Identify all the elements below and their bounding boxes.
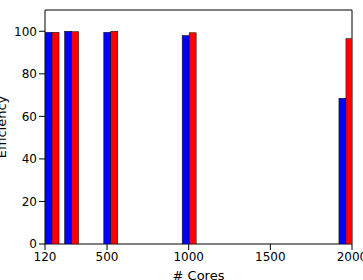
svg-text:2000: 2000	[337, 250, 355, 264]
svg-text:20: 20	[22, 195, 37, 209]
svg-text:1000: 1000	[173, 250, 204, 264]
svg-text:120: 120	[34, 250, 57, 264]
svg-text:100: 100	[14, 25, 37, 39]
svg-text:40: 40	[22, 152, 37, 166]
svg-text:60: 60	[22, 110, 37, 124]
svg-text:1500: 1500	[255, 250, 286, 264]
svg-text:80: 80	[22, 67, 37, 81]
svg-text:Efficiency: Efficiency	[8, 95, 9, 158]
svg-text:500: 500	[96, 250, 119, 264]
svg-text:# Cores: # Cores	[173, 268, 225, 280]
svg-text:0: 0	[29, 237, 37, 251]
